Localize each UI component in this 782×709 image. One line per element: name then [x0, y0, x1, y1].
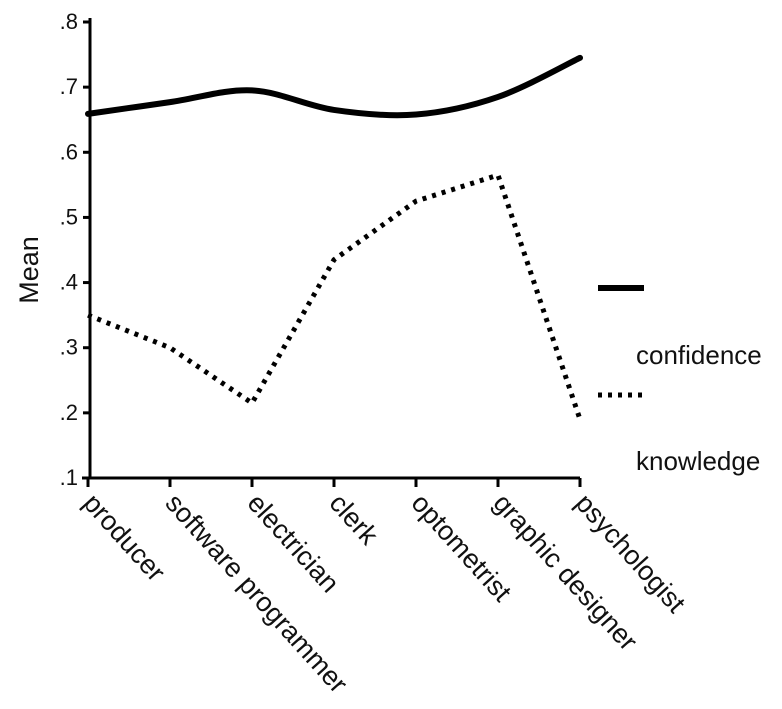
series-line-confidence [85, 54, 583, 119]
y-tick-label: .6 [60, 139, 78, 164]
y-tick-label: .3 [60, 335, 78, 360]
x-tick-label: clerk [324, 488, 385, 551]
y-axis: .1 .2 .3 .4 .5 .6 .7 .8 [60, 9, 92, 490]
y-tick-label: .4 [60, 270, 78, 295]
y-tick-label: .7 [60, 74, 78, 99]
y-tick-label: .2 [60, 400, 78, 425]
legend-label-knowledge: knowledge [636, 446, 760, 476]
series-line-knowledge [87, 171, 583, 421]
legend: confidence knowledge [598, 285, 762, 476]
y-tick-label: .8 [60, 9, 78, 34]
y-axis-title: Mean [14, 236, 44, 304]
x-tick-label: producer [78, 488, 172, 587]
legend-label-confidence: confidence [636, 340, 762, 370]
y-tick-label: .5 [60, 204, 78, 229]
y-tick-label: .1 [60, 465, 78, 490]
series-lines [85, 54, 583, 421]
x-tick-label: graphic designer [488, 488, 644, 656]
